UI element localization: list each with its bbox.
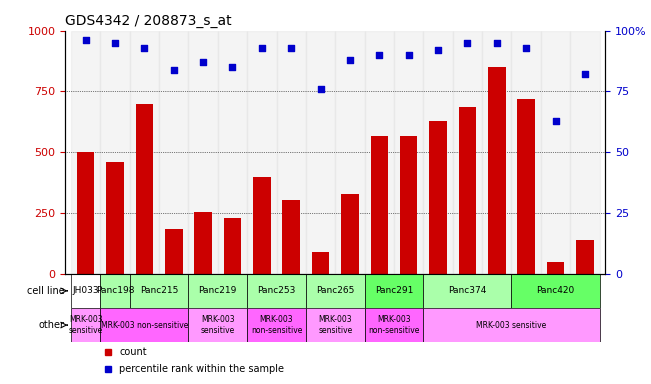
- Point: [110, 40, 120, 46]
- Text: MRK-003 non-sensitive: MRK-003 non-sensitive: [101, 321, 188, 329]
- Bar: [452, 31, 482, 274]
- FancyBboxPatch shape: [306, 274, 365, 308]
- Point: [256, 45, 267, 51]
- FancyBboxPatch shape: [188, 308, 247, 342]
- Bar: [429, 121, 447, 274]
- Text: count: count: [119, 348, 146, 358]
- Bar: [394, 31, 423, 274]
- Point: [492, 40, 502, 46]
- Text: percentile rank within the sample: percentile rank within the sample: [119, 364, 284, 374]
- Text: Panc420: Panc420: [536, 286, 575, 295]
- Bar: [423, 31, 452, 274]
- Point: [462, 40, 473, 46]
- FancyBboxPatch shape: [247, 308, 306, 342]
- Text: JH033: JH033: [72, 286, 99, 295]
- Bar: [400, 136, 417, 274]
- Bar: [77, 152, 94, 274]
- FancyBboxPatch shape: [100, 308, 188, 342]
- Bar: [365, 31, 394, 274]
- Bar: [306, 31, 335, 274]
- Bar: [194, 212, 212, 274]
- FancyBboxPatch shape: [71, 308, 100, 342]
- FancyBboxPatch shape: [306, 308, 365, 342]
- FancyBboxPatch shape: [100, 274, 130, 308]
- Point: [81, 37, 91, 43]
- Bar: [165, 229, 182, 274]
- FancyBboxPatch shape: [71, 274, 100, 308]
- Bar: [518, 99, 535, 274]
- Text: Panc198: Panc198: [96, 286, 134, 295]
- FancyBboxPatch shape: [423, 274, 512, 308]
- Point: [169, 66, 179, 73]
- Bar: [224, 218, 242, 274]
- Text: MRK-003
sensitive: MRK-003 sensitive: [318, 315, 352, 335]
- Point: [374, 52, 385, 58]
- Text: Panc215: Panc215: [140, 286, 178, 295]
- Bar: [312, 252, 329, 274]
- Bar: [283, 200, 300, 274]
- Point: [433, 47, 443, 53]
- Bar: [218, 31, 247, 274]
- Text: Panc291: Panc291: [375, 286, 413, 295]
- Text: MRK-003 sensitive: MRK-003 sensitive: [477, 321, 547, 329]
- Text: MRK-003
non-sensitive: MRK-003 non-sensitive: [368, 315, 420, 335]
- Point: [139, 45, 150, 51]
- Point: [521, 45, 531, 51]
- Bar: [135, 104, 153, 274]
- Point: [579, 71, 590, 78]
- Point: [198, 59, 208, 65]
- Bar: [488, 67, 506, 274]
- FancyBboxPatch shape: [423, 308, 600, 342]
- Text: MRK-003
non-sensitive: MRK-003 non-sensitive: [251, 315, 302, 335]
- Point: [404, 52, 414, 58]
- Bar: [247, 31, 277, 274]
- Point: [315, 86, 326, 92]
- FancyBboxPatch shape: [365, 308, 423, 342]
- Text: Panc253: Panc253: [257, 286, 296, 295]
- Text: MRK-003
sensitive: MRK-003 sensitive: [201, 315, 235, 335]
- Bar: [188, 31, 218, 274]
- Bar: [130, 31, 159, 274]
- Bar: [458, 107, 477, 274]
- Point: [550, 118, 561, 124]
- Point: [227, 64, 238, 70]
- Bar: [341, 194, 359, 274]
- FancyBboxPatch shape: [188, 274, 247, 308]
- Bar: [106, 162, 124, 274]
- Bar: [570, 31, 600, 274]
- Point: [286, 45, 296, 51]
- Bar: [71, 31, 100, 274]
- Bar: [335, 31, 365, 274]
- Bar: [277, 31, 306, 274]
- FancyBboxPatch shape: [247, 274, 306, 308]
- Text: Panc374: Panc374: [449, 286, 486, 295]
- Bar: [576, 240, 594, 274]
- Bar: [547, 262, 564, 274]
- Text: cell line: cell line: [27, 286, 64, 296]
- Text: Panc219: Panc219: [199, 286, 237, 295]
- Text: Panc265: Panc265: [316, 286, 354, 295]
- FancyBboxPatch shape: [365, 274, 423, 308]
- Bar: [370, 136, 388, 274]
- Bar: [253, 177, 271, 274]
- Point: [345, 57, 355, 63]
- Bar: [100, 31, 130, 274]
- Text: MRK-003
sensitive: MRK-003 sensitive: [68, 315, 103, 335]
- FancyBboxPatch shape: [512, 274, 600, 308]
- Bar: [541, 31, 570, 274]
- Bar: [482, 31, 512, 274]
- Text: GDS4342 / 208873_s_at: GDS4342 / 208873_s_at: [65, 14, 232, 28]
- Text: other: other: [38, 320, 64, 330]
- Bar: [512, 31, 541, 274]
- Bar: [159, 31, 188, 274]
- FancyBboxPatch shape: [130, 274, 188, 308]
